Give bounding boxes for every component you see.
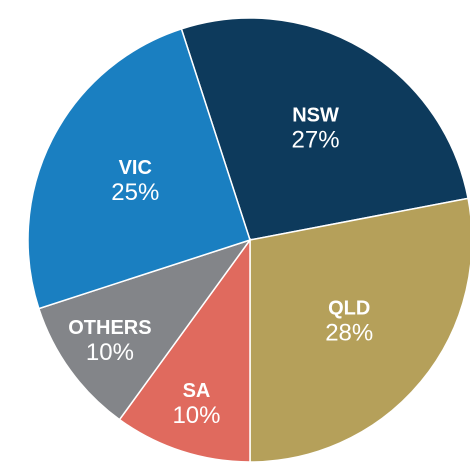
slice-value-label: 25% bbox=[111, 179, 159, 206]
slice-value-label: 28% bbox=[325, 319, 373, 346]
pie-slice bbox=[37, 238, 252, 421]
slice-value-label: 27% bbox=[292, 127, 340, 154]
slice-value-label: 10% bbox=[172, 402, 220, 429]
slice-label: NSW bbox=[292, 104, 339, 126]
slice-label: QLD bbox=[328, 297, 370, 319]
slice-value-label: 10% bbox=[86, 339, 134, 366]
slice-label: OTHERS bbox=[68, 317, 151, 339]
pie-slice bbox=[180, 17, 469, 241]
slice-label: VIC bbox=[119, 157, 152, 179]
pie-slice bbox=[27, 27, 251, 310]
pie-slice bbox=[118, 237, 251, 463]
slice-label: SA bbox=[183, 380, 211, 402]
pie-slice bbox=[249, 197, 470, 463]
